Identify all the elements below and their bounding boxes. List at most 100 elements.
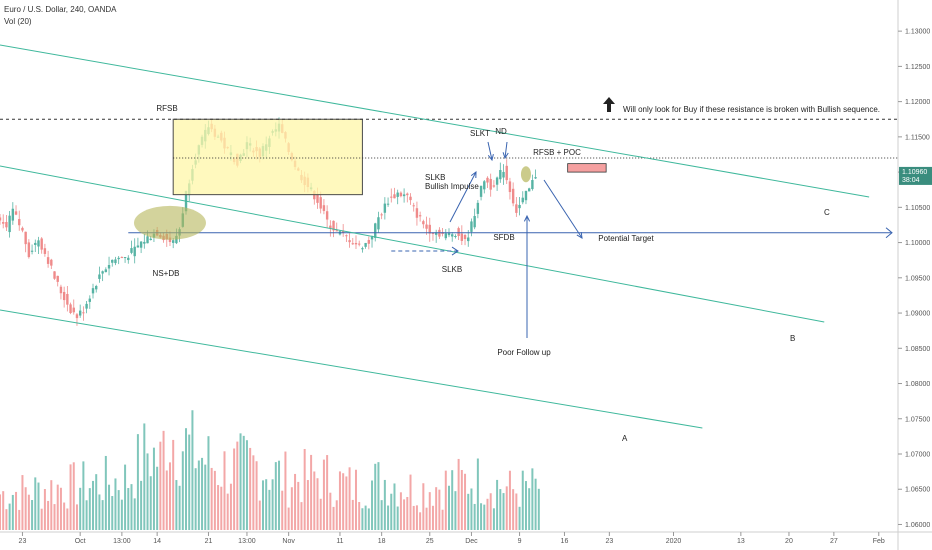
volume-bar: [245, 440, 248, 530]
volume-bar: [249, 447, 252, 530]
volume-bar: [342, 473, 345, 530]
volume-bar: [332, 506, 335, 530]
candle-body: [46, 257, 50, 264]
candle-body: [374, 223, 377, 238]
last-price-label: 1.10960: [902, 169, 927, 176]
candle-body: [37, 240, 40, 247]
volume-bar: [136, 434, 139, 530]
volume-bar: [149, 476, 152, 530]
volume-bar: [438, 489, 441, 530]
candle-body: [463, 234, 467, 240]
channel-label-a: A: [622, 434, 628, 443]
volume-bar: [239, 433, 242, 530]
candle-body: [479, 185, 483, 197]
volume-bar: [210, 467, 213, 530]
volume-bar: [5, 509, 8, 530]
volume-bar: [441, 509, 444, 530]
candle-body: [34, 242, 37, 245]
candle-body: [502, 171, 505, 178]
x-tick-label: Feb: [873, 538, 885, 545]
bullish-impulse-arrow-head: [470, 170, 477, 179]
volume-bar: [335, 500, 338, 530]
poor-follow-up-label: Poor Follow up: [497, 348, 551, 357]
candle-body: [143, 241, 146, 244]
volume-bar: [444, 470, 447, 530]
volume-bar: [178, 485, 181, 530]
volume-bar: [326, 455, 329, 530]
volume-bar: [21, 475, 24, 530]
volume-bar: [236, 441, 239, 530]
candle-body: [396, 192, 399, 197]
volume-bar: [120, 499, 123, 530]
candle-body: [107, 265, 111, 269]
candle-body: [473, 215, 476, 228]
volume-bar: [85, 500, 88, 530]
chart-title: Euro / U.S. Dollar, 240, OANDA: [4, 5, 117, 14]
candle-body: [18, 219, 21, 226]
volume-bar: [371, 480, 374, 530]
candle-body: [399, 192, 403, 197]
candle-body: [316, 194, 319, 203]
volume-bar: [72, 462, 75, 530]
ns-db-label: NS+DB: [153, 269, 180, 278]
x-tick-label: 2020: [666, 538, 682, 545]
volume-bar: [518, 506, 521, 530]
volume-bar: [104, 455, 107, 530]
volume-bar: [223, 451, 226, 530]
volume-bar: [313, 471, 316, 530]
candle-body: [40, 238, 43, 250]
y-tick-label: 1.10500: [905, 205, 930, 212]
candle-body: [457, 228, 460, 237]
volume-bar: [431, 505, 434, 530]
volume-bar: [294, 473, 297, 530]
volume-bar: [43, 489, 46, 530]
candle-body: [139, 241, 143, 248]
y-tick-label: 1.08500: [905, 346, 930, 353]
candle-body: [348, 240, 351, 243]
candle-body: [470, 221, 473, 232]
candle-body: [69, 304, 72, 314]
y-tick-label: 1.09500: [905, 275, 930, 282]
volume-bar: [377, 462, 380, 530]
volume-bar: [483, 504, 486, 530]
candle-body: [531, 180, 534, 190]
volume-bar: [114, 478, 117, 530]
slkt-label: SLKT: [470, 129, 490, 138]
volume-bar: [316, 478, 319, 530]
volume-bar: [140, 480, 143, 530]
slkt-arrow: [487, 141, 493, 161]
x-tick-label: Oct: [75, 538, 86, 545]
volume-bar: [271, 479, 274, 530]
volume-bar: [127, 488, 130, 530]
support-arrow-head: [885, 227, 893, 239]
candle-body: [434, 232, 438, 235]
volume-bar: [242, 435, 245, 530]
volume-bar: [300, 502, 303, 530]
volume-bar: [168, 462, 171, 530]
candle-body: [508, 181, 512, 193]
candle-body: [66, 293, 69, 305]
candle-body: [53, 271, 56, 279]
volume-bar: [464, 473, 467, 530]
candle-body: [30, 250, 34, 252]
volume-bar: [175, 480, 178, 530]
volume-bar: [383, 479, 386, 530]
candle-body: [518, 204, 521, 209]
volume-bar: [460, 469, 463, 530]
volume-bar: [220, 486, 223, 530]
volume-bar: [101, 500, 104, 530]
volume-indicator-label[interactable]: Vol (20): [4, 17, 32, 26]
x-tick-label: 23: [19, 538, 27, 545]
volume-bar: [496, 479, 499, 530]
channel-line-b: [0, 165, 825, 323]
y-tick-label: 1.12500: [905, 64, 930, 71]
y-tick-label: 1.10000: [905, 240, 930, 247]
x-tick-label: 13:00: [113, 538, 131, 545]
volume-bar: [133, 498, 136, 530]
volume-bar: [476, 458, 479, 530]
volume-bar: [351, 499, 354, 530]
candle-body: [422, 221, 425, 225]
candle-body: [409, 196, 412, 201]
